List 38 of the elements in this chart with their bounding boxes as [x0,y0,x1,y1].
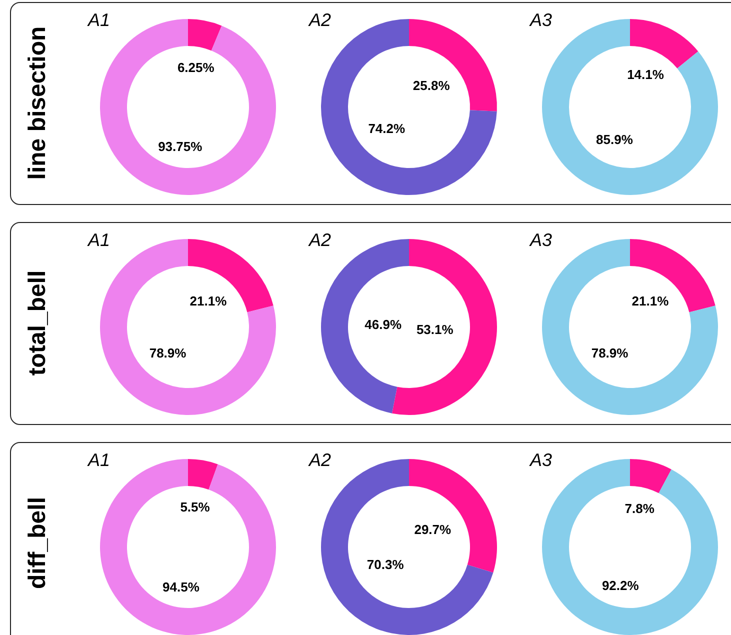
donut-slice [630,459,672,494]
data-label: 78.9% [149,345,187,360]
chart-title: A1 [88,10,110,31]
data-label: 74.2% [368,120,406,136]
chart-title: A3 [530,230,552,251]
data-label: 5.5% [180,499,210,514]
data-label: 78.9% [591,345,629,360]
data-label: 46.9% [364,316,402,332]
data-label: 7.8% [624,501,655,516]
chart-title: A1 [88,450,110,471]
chart-title: A3 [530,450,552,471]
text: total_bell [24,270,52,376]
data-label: 70.3% [366,557,404,572]
donut-slice [188,19,222,51]
donut-slice [188,239,274,312]
chart-title: A2 [309,10,332,31]
data-label: 6.25% [177,60,215,75]
chart-title: A2 [309,230,332,251]
data-label: 94.5% [162,580,200,595]
data-label: 93.75% [158,139,203,154]
donut-slice [630,239,716,312]
data-label: 85.9% [596,132,634,148]
donut-slice [409,459,497,573]
chart-title: A3 [530,10,552,31]
data-label: 53.1% [416,322,454,338]
chart-title: A1 [88,230,110,251]
donut-slice [188,459,218,490]
donut-slice [630,19,698,68]
data-label: 21.1% [190,294,228,309]
text: line bisection [24,26,52,180]
data-label: 29.7% [414,522,452,537]
data-label: 25.8% [412,78,450,94]
data-label: 21.1% [632,294,670,309]
chart-title: A2 [309,450,332,471]
data-label: 92.2% [602,578,640,593]
data-label: 14.1% [627,66,664,82]
donut-slice [409,19,497,112]
text: diff_bell [24,496,52,590]
